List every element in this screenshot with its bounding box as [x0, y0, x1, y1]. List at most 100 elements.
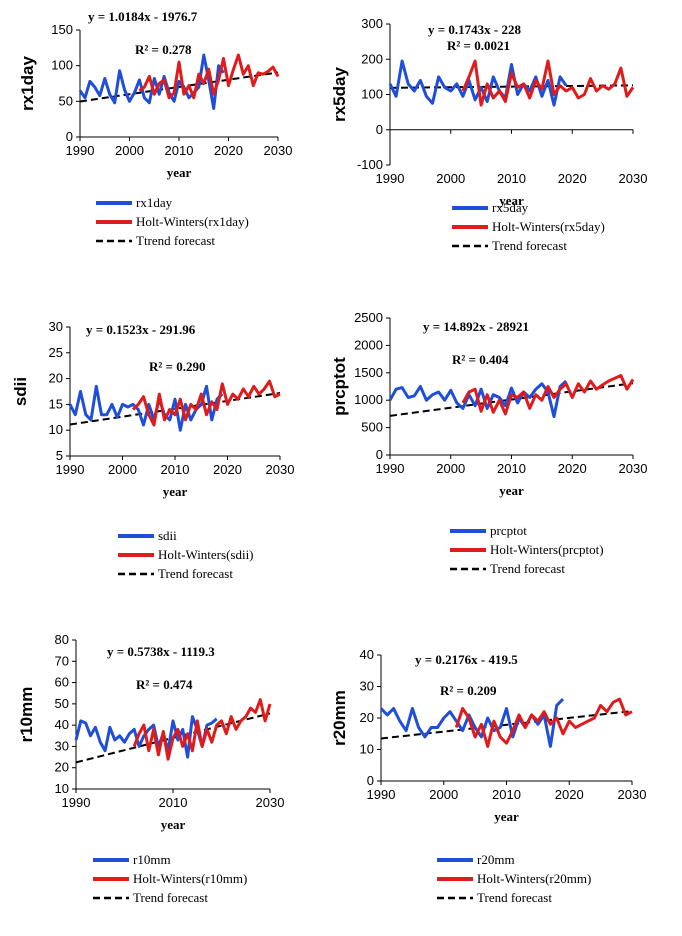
y-tick-label: 50: [59, 93, 73, 108]
x-axis-label: year: [499, 193, 524, 208]
y-tick-label: 70: [55, 653, 69, 668]
y-tick-label: 300: [361, 16, 383, 31]
legend-label: rx1day: [136, 195, 173, 210]
y-tick-label: 1000: [354, 392, 383, 407]
x-tick-label: 1990: [56, 462, 85, 477]
x-tick-label: 2000: [115, 143, 144, 158]
y-tick-label: 0: [367, 773, 374, 788]
x-axis-label: year: [499, 483, 524, 498]
y-tick-label: 30: [55, 738, 69, 753]
legend-label: rx5day: [492, 200, 529, 215]
trend-forecast-line: [380, 710, 633, 740]
trend-equation: y = 0.5738x - 1119.3: [107, 644, 215, 659]
trend-equation: y = 0.2176x - 419.5: [415, 652, 518, 667]
y-tick-label: 30: [360, 679, 374, 694]
legend-label: Holt-Winters(r10mm): [133, 871, 247, 886]
legend-label: Trend forecast: [133, 890, 208, 905]
legend-label: Trend forecast: [490, 561, 565, 576]
y-tick-label: 10: [49, 422, 63, 437]
series-line-holt-winters: [461, 59, 635, 107]
y-tick-label: 1500: [354, 365, 383, 380]
x-tick-label: 2000: [429, 787, 458, 802]
x-tick-label: 2000: [436, 171, 465, 186]
x-tick-label: 2030: [264, 143, 293, 158]
r-squared: R² = 0.278: [135, 42, 192, 57]
chart-sdii: 5 10 15 20 25 30 1990 2000 2010 2020 2030 sdii year y…: [11, 319, 294, 581]
x-tick-label: 2010: [492, 787, 521, 802]
x-tick-label: 2010: [159, 795, 188, 810]
legend-label: Holt-Winters(rx1day): [136, 214, 249, 229]
y-tick-label: 20: [360, 710, 374, 725]
y-tick-label: 150: [51, 22, 73, 37]
x-tick-label: 1990: [62, 795, 91, 810]
x-axis-label: year: [494, 809, 519, 824]
x-tick-label: 2000: [436, 461, 465, 476]
y-tick-label: 100: [51, 58, 73, 73]
x-tick-label: 2020: [555, 787, 584, 802]
series-line-holt-winters: [131, 379, 281, 427]
x-tick-label: 2020: [558, 461, 587, 476]
x-tick-label: 2030: [619, 461, 648, 476]
y-tick-label: 500: [361, 420, 383, 435]
y-tick-label: 0: [376, 122, 383, 137]
y-tick-label: 2000: [354, 337, 383, 352]
x-tick-label: 1990: [376, 461, 405, 476]
legend-label: sdii: [158, 528, 177, 543]
chart-prcptot: 0 500 1000 1500 2000 2500 1990 2000 2010 2020 2030…: [330, 310, 647, 576]
y-tick-label: 40: [55, 717, 69, 732]
legend-label: Trend forecast: [477, 890, 552, 905]
x-tick-label: 1990: [367, 787, 396, 802]
x-tick-label: 2030: [266, 462, 295, 477]
x-axis-label: year: [167, 165, 192, 180]
legend-label: Holt-Winters(prcptot): [490, 542, 604, 557]
trend-equation: y = 0.1523x - 291.96: [86, 322, 196, 337]
y-axis-label: r20mm: [330, 690, 349, 746]
legend: r10mm Holt-Winters(r10mm) Trend forecast: [93, 852, 247, 905]
series-line-holt-winters: [132, 698, 272, 761]
chart-rx1day: 0 50 100 150 1990 2000 2010 2020 2030 rx1day year y…: [18, 9, 292, 248]
y-tick-label: 40: [360, 647, 374, 662]
y-tick-label: 5: [56, 448, 63, 463]
r-squared: R² = 0.404: [452, 352, 509, 367]
y-tick-label: 80: [55, 632, 69, 647]
y-axis-label: rx5day: [330, 67, 349, 122]
y-tick-label: 50: [55, 696, 69, 711]
y-tick-label: 25: [49, 345, 63, 360]
x-tick-label: 2020: [214, 143, 243, 158]
y-tick-label: 100: [361, 87, 383, 102]
legend: rx5day Holt-Winters(rx5day) Trend forecast: [452, 200, 605, 253]
x-tick-label: 2010: [497, 171, 526, 186]
y-axis-label: rx1day: [18, 56, 37, 111]
r-squared: R² = 0.290: [149, 359, 205, 374]
series-line-holt-winters: [461, 374, 635, 416]
y-tick-label: -100: [357, 157, 383, 172]
y-tick-label: 20: [49, 371, 63, 386]
legend: sdii Holt-Winters(sdii) Trend forecast: [118, 528, 254, 581]
trend-forecast-line: [69, 392, 281, 426]
x-tick-label: 2030: [256, 795, 285, 810]
x-tick-label: 2010: [161, 462, 190, 477]
trend-equation: y = 14.892x - 28921: [423, 319, 529, 334]
series-line-holt-winters: [138, 53, 280, 100]
x-tick-label: 2010: [165, 143, 194, 158]
r-squared: R² = 0.0021: [447, 38, 510, 53]
legend-label: Holt-Winters(rx5day): [492, 219, 605, 234]
trend-forecast-line: [389, 84, 634, 89]
y-tick-label: 10: [55, 781, 69, 796]
trend-equation: y = 1.0184x - 1976.7: [88, 9, 198, 24]
legend-label: Holt-Winters(sdii): [158, 547, 254, 562]
x-tick-label: 1990: [376, 171, 405, 186]
legend: rx1day Holt-Winters(rx1day) Ttrend forecas…: [96, 195, 249, 248]
x-tick-label: 2030: [618, 787, 647, 802]
y-tick-label: 200: [361, 51, 383, 66]
y-tick-label: 30: [49, 319, 63, 334]
r-squared: R² = 0.474: [136, 677, 193, 692]
series-line-holt-winters: [454, 697, 633, 748]
legend-label: r10mm: [133, 852, 171, 867]
y-axis-label: sdii: [11, 377, 30, 406]
x-tick-label: 2000: [108, 462, 137, 477]
legend: prcptot Holt-Winters(prcptot) Trend foreca…: [450, 523, 604, 576]
